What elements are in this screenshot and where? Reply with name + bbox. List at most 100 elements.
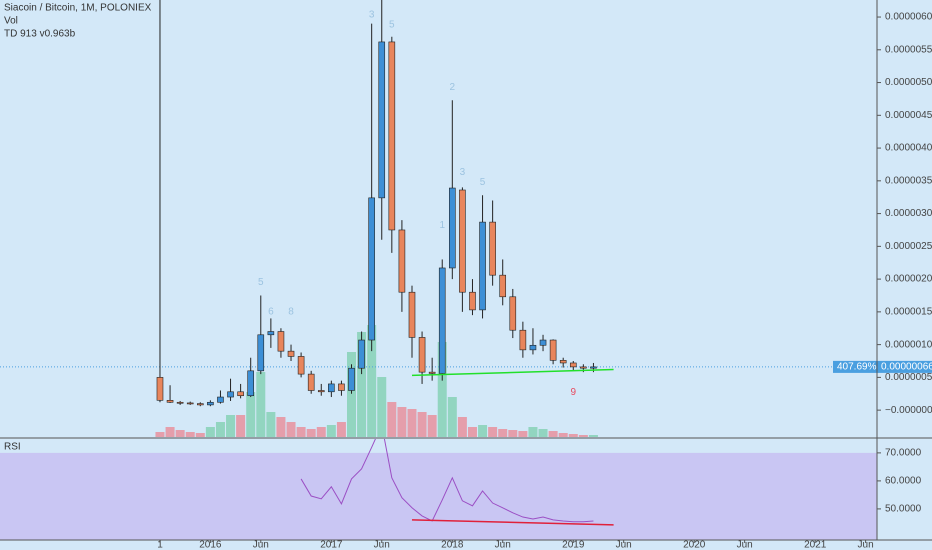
candle-body: [307, 373, 315, 391]
candle-body: [338, 383, 345, 391]
volume-bar: [155, 432, 165, 437]
td-count: 2: [450, 82, 456, 93]
candle-body: [166, 400, 174, 403]
volume-bar: [558, 433, 568, 437]
x-tick-label: Jun: [253, 540, 269, 550]
x-tick-label: 2017: [320, 540, 343, 550]
volume-bar: [205, 427, 215, 437]
volume-bar: [306, 429, 316, 437]
x-tick-label: Jun: [616, 540, 632, 550]
rsi-tick-label: 70.0000: [885, 448, 922, 459]
rsi-tick-label: 50.0000: [885, 504, 922, 515]
main-pane: 3 5 2 3 5 1 5 6 8 9: [0, 0, 877, 437]
volume-bar: [377, 377, 387, 437]
candle-body: [348, 367, 355, 391]
x-tick-label: Jun: [858, 540, 874, 550]
volume-bar: [508, 430, 518, 437]
indicator-label: TD 913 v0.963b: [4, 29, 76, 40]
rsi-band: [0, 452, 877, 540]
td-count: 1: [439, 220, 445, 231]
td-count: 3: [369, 10, 375, 21]
rsi-tick-label: 60.0000: [885, 476, 922, 487]
candle-body: [489, 221, 496, 276]
volume-bar: [397, 407, 407, 437]
candle-body: [479, 221, 486, 311]
volume-bar: [518, 431, 528, 437]
volume-bar: [336, 422, 346, 437]
candle-body: [569, 362, 577, 368]
candle-body: [408, 291, 416, 338]
x-tick-label: Jun: [374, 540, 390, 550]
volume-bar: [236, 415, 246, 437]
candle-body: [459, 189, 466, 293]
volume-bar: [568, 434, 578, 437]
candle-body: [317, 390, 325, 393]
volume-bar: [447, 397, 457, 437]
candle-body: [247, 370, 255, 397]
candle-body: [438, 267, 446, 374]
candle-body: [287, 350, 295, 357]
rsi-line: [300, 439, 594, 523]
candle-body: [196, 403, 204, 406]
candle-body: [217, 396, 224, 403]
volume-bar: [467, 427, 477, 437]
volume-bar: [387, 402, 397, 437]
volume-bar: [246, 392, 256, 437]
volume-bar: [498, 429, 508, 437]
candle-body: [388, 41, 396, 231]
td-count: 5: [258, 277, 264, 288]
volume-bar: [347, 352, 357, 437]
candle-body: [398, 229, 406, 293]
candle-body: [257, 334, 265, 372]
volume-bar: [548, 431, 558, 437]
chart-title: Siacoin / Bitcoin, 1M, POLONIEX: [4, 3, 152, 14]
price-tag: [877, 360, 932, 373]
x-tick-label: Jun: [495, 540, 511, 550]
candle-body: [559, 360, 567, 364]
volume-bar: [185, 432, 195, 437]
volume-bar: [457, 417, 467, 437]
volume-bar: [528, 427, 538, 437]
volume-bar: [165, 427, 175, 437]
y-tick-label: 0.00000050: [885, 372, 932, 383]
volume-bar: [276, 417, 286, 437]
rsi-pane: [0, 439, 877, 540]
candle-body: [297, 356, 305, 375]
volume-bar: [478, 425, 488, 437]
volume-bar: [437, 342, 447, 437]
candle-body: [176, 401, 184, 404]
candle-body: [358, 339, 365, 369]
candle-body: [227, 391, 234, 398]
divergence-line: [411, 519, 614, 526]
candle-body: [549, 339, 557, 361]
td-count: 8: [288, 307, 294, 318]
volume-bar: [226, 415, 236, 437]
candle-body: [186, 402, 194, 405]
candle-body: [207, 401, 214, 406]
volume-bar: [215, 422, 225, 437]
x-tick-label: 2018: [441, 540, 464, 550]
x-tick-label: 2019: [562, 540, 585, 550]
x-tick-label: Jun: [737, 540, 753, 550]
x-tick-label: 2021: [804, 540, 827, 550]
volume-bar: [316, 427, 326, 437]
candle-body: [378, 41, 386, 199]
td-count: 5: [480, 177, 486, 188]
volume-bar: [588, 435, 598, 437]
support-line: [411, 368, 614, 377]
volume-bar: [357, 332, 367, 437]
candle-body: [449, 187, 456, 269]
td-count: 3: [460, 167, 466, 178]
candle-body: [277, 331, 285, 352]
volume-bar: [286, 422, 296, 437]
